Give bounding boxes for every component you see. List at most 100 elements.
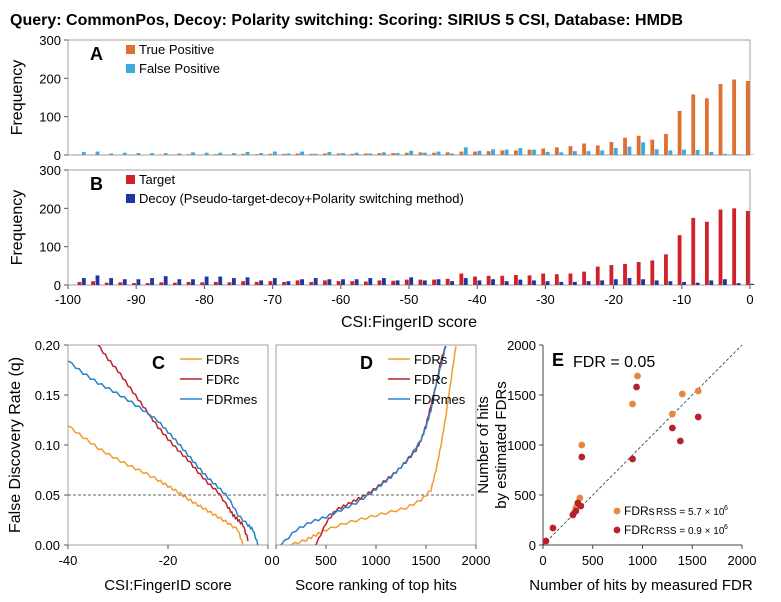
panel-A-bar-b (218, 152, 223, 155)
panel-B-bar-a (336, 281, 341, 285)
panel-A-bar-a (527, 149, 532, 155)
panel-B-bar-a (418, 279, 423, 285)
panel-B-bar-a (404, 279, 409, 285)
panel-B-bar-b (136, 279, 141, 285)
panel-B-bar-a (254, 281, 259, 285)
panel-A-bar-a (486, 151, 491, 155)
panel-A-bar-a (609, 141, 614, 155)
panel-B-bar-b (95, 275, 100, 285)
panel-B-bar-b (477, 280, 482, 285)
panel-A-ytick-label: 200 (39, 71, 61, 86)
panel-B-bar-a (173, 282, 177, 285)
panel-B-bar-b (204, 276, 209, 285)
panel-A-bar-b (109, 153, 114, 155)
panel-B-bar-b (300, 279, 304, 285)
panel-B-bar-a (268, 281, 273, 285)
panel-E-point-FDRc (676, 437, 684, 445)
panel-A-bar-b (81, 151, 86, 155)
panel-B-bar-a (213, 281, 218, 285)
panel-B-bar-a (227, 282, 232, 285)
panel-B-ytick-label: 0 (54, 278, 61, 293)
panel-B-frame (67, 169, 751, 286)
panel-B-bar-b (572, 281, 577, 285)
panel-B-bar-a (118, 282, 123, 285)
panel-B-bar-a (323, 280, 327, 285)
panel-C-line-FDRc (97, 345, 249, 542)
panel-E-xtick-label: 1500 (678, 553, 707, 568)
panel-D-xtick-label: 500 (315, 553, 337, 568)
panel-A-bar-a (241, 153, 246, 155)
panel-A-bar-a (677, 110, 682, 155)
panel-A-bar-a (186, 154, 191, 155)
panel-B-bar-a (636, 262, 641, 285)
panel-A-bar-a (582, 143, 587, 155)
panel-B-bar-b (231, 278, 236, 285)
panel-E-point-FDRc (549, 524, 557, 532)
panel-B-bar-b (177, 279, 182, 285)
panel-A-bar-b (559, 152, 564, 155)
panel-A-bar-b (95, 151, 100, 155)
panel-A-bar-a (623, 137, 627, 155)
panel-B-label: B (90, 174, 103, 194)
panel-B-bar-b (163, 276, 168, 285)
panel-E-point-FDRs (629, 400, 636, 408)
panel-B-bar-a (595, 266, 600, 285)
panel-A-bar-b (572, 151, 577, 155)
panel-E-legend-marker (613, 507, 621, 515)
panel-B-bar-a (77, 281, 82, 285)
panel-B-bar-b (586, 281, 591, 285)
panel-B-bar-a (500, 275, 505, 285)
panel-A-bar-a (568, 146, 573, 155)
panel-A-bar-a (254, 154, 259, 155)
panel-B-bar-b (272, 278, 277, 285)
panel-B-bar-a (568, 273, 573, 285)
panel-B-bar-b (382, 278, 386, 285)
panel-B-bar-a (691, 217, 696, 285)
panel-E-point-FDRc (542, 537, 550, 545)
panel-B-bar-b (750, 283, 755, 285)
panel-B-xtick-label: -50 (400, 292, 419, 307)
panel-A-legend-label: False Positive (139, 61, 220, 76)
panel-A-bar-b (286, 153, 291, 155)
panel-B-bar-a (295, 280, 300, 285)
panel-B-ytick-label: 300 (39, 163, 61, 178)
panel-B-bar-a (745, 211, 750, 285)
panel-E-point-FDRs (668, 410, 676, 418)
panel-E-point-FDRs (694, 387, 702, 395)
panel-C-xtick-label: -40 (59, 553, 78, 568)
panel-A-bar-b (463, 147, 468, 155)
panel-B-bar-a (582, 271, 587, 285)
panel-B-bar-b (191, 279, 195, 285)
panel-B-legend-label: Decoy (Pseudo-target-decoy+Polarity swit… (139, 191, 464, 206)
panel-A-bar-a (309, 153, 314, 155)
panel-B-bar-a (514, 275, 518, 285)
panel-A-bar-b (545, 151, 550, 155)
panel-A-bar-b (627, 146, 632, 155)
panel-A-bar-a (691, 94, 696, 155)
panel-E-xtick-label: 0 (539, 553, 546, 568)
panel-B-bar-b (395, 280, 400, 285)
panel-B-bar-b (354, 279, 359, 285)
panel-C-xlabel: CSI:FingerID score (104, 577, 232, 594)
panel-A-label: A (90, 44, 103, 64)
panel-B-xtick-label: 0 (746, 292, 753, 307)
panel-A-ytick-label: 300 (39, 33, 61, 48)
panel-A-bar-a (704, 98, 709, 155)
panel-B-bar-b (545, 281, 550, 285)
panel-B-bar-b (736, 283, 741, 285)
panel-B-bar-b (695, 282, 700, 285)
panel-B-xtick-label: -30 (536, 292, 555, 307)
panel-B-bar-a (650, 260, 655, 285)
panel-C-label: C (152, 353, 165, 373)
panel-B-bar-a (132, 283, 136, 285)
panel-B-bar-b (109, 278, 114, 285)
panel-B-bar-b (627, 278, 632, 285)
panel-B-xtick-label: -80 (195, 292, 214, 307)
panel-E-xtick-label: 1000 (628, 553, 657, 568)
panel-B-bar-b (463, 278, 468, 285)
chart-layer: 0 100 200 300 Frequency A True Positive False P… (7, 33, 756, 594)
panel-A-bar-b (177, 153, 182, 155)
panel-A-ytick-label: 0 (54, 148, 61, 163)
panel-A-bar-a (391, 153, 396, 155)
